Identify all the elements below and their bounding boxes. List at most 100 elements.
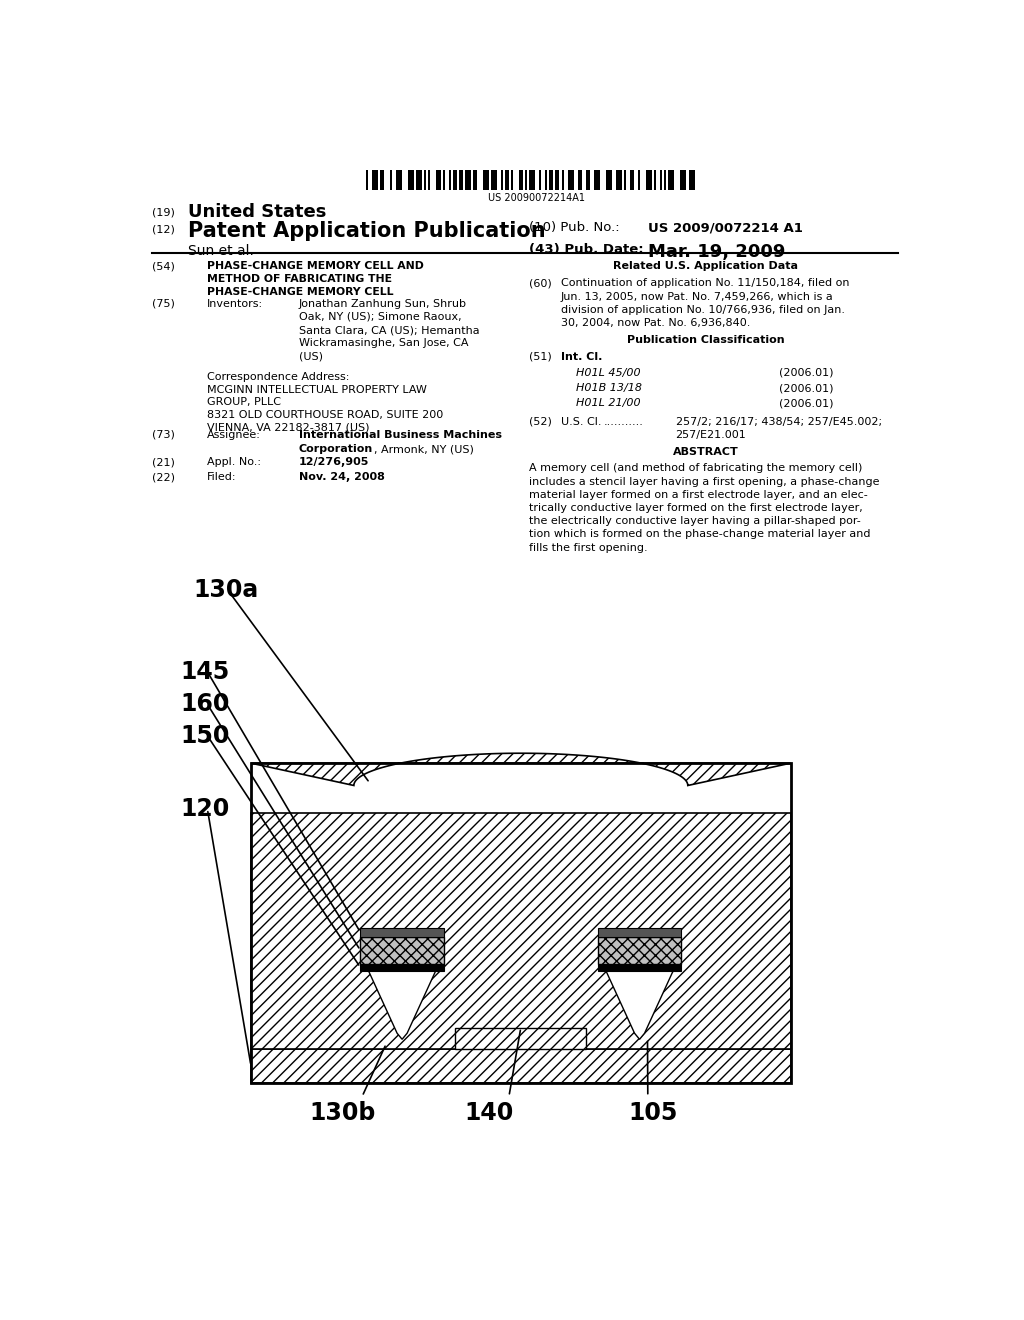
Text: U.S. Cl.: U.S. Cl. <box>560 417 601 426</box>
Bar <box>396 169 401 190</box>
Text: Inventors:: Inventors: <box>207 298 263 309</box>
Text: H01L 21/00: H01L 21/00 <box>577 399 641 408</box>
Bar <box>528 169 535 190</box>
Text: International Business Machines: International Business Machines <box>299 430 502 440</box>
Bar <box>545 169 547 190</box>
Bar <box>416 169 422 190</box>
Bar <box>511 169 513 190</box>
Text: Corporation: Corporation <box>299 444 373 454</box>
Text: (52): (52) <box>528 417 552 426</box>
Text: (21): (21) <box>152 457 175 467</box>
Text: (10) Pub. No.:: (10) Pub. No.: <box>528 222 620 235</box>
Text: 130b: 130b <box>309 1101 376 1125</box>
Text: US 2009/0072214 A1: US 2009/0072214 A1 <box>648 222 803 235</box>
Bar <box>630 169 634 190</box>
Bar <box>360 937 444 964</box>
Bar <box>664 169 666 190</box>
Bar <box>606 169 612 190</box>
Bar <box>424 169 426 190</box>
Bar <box>428 169 430 190</box>
Text: Publication Classification: Publication Classification <box>627 335 784 346</box>
Text: (51): (51) <box>528 351 552 362</box>
Text: 120: 120 <box>180 797 229 821</box>
Bar <box>519 169 523 190</box>
Text: 150: 150 <box>180 723 229 747</box>
Text: MCGINN INTELLECTUAL PROPERTY LAW
GROUP, PLLC
8321 OLD COURTHOUSE ROAD, SUITE 200: MCGINN INTELLECTUAL PROPERTY LAW GROUP, … <box>207 385 443 432</box>
Text: 140: 140 <box>465 1101 514 1125</box>
Bar <box>680 169 685 190</box>
Text: 105: 105 <box>628 1101 677 1125</box>
Text: 12/276,905: 12/276,905 <box>299 457 369 467</box>
Text: (22): (22) <box>152 473 175 483</box>
Bar <box>360 964 444 972</box>
Bar <box>525 169 526 190</box>
Bar <box>624 169 626 190</box>
Bar <box>372 169 378 190</box>
Bar <box>390 169 392 190</box>
Text: Continuation of application No. 11/150,184, filed on
Jun. 13, 2005, now Pat. No.: Continuation of application No. 11/150,1… <box>560 279 849 327</box>
Text: Mar. 19, 2009: Mar. 19, 2009 <box>648 243 785 261</box>
Text: Related U.S. Application Data: Related U.S. Application Data <box>613 261 799 271</box>
Text: (2006.01): (2006.01) <box>778 383 834 393</box>
Bar <box>435 169 441 190</box>
Bar <box>587 169 590 190</box>
Bar <box>659 169 662 190</box>
Bar <box>251 813 791 1049</box>
Text: 160: 160 <box>180 692 229 717</box>
Text: (2006.01): (2006.01) <box>778 399 834 408</box>
Text: Jonathan Zanhung Sun, Shrub
Oak, NY (US); Simone Raoux,
Santa Clara, CA (US); He: Jonathan Zanhung Sun, Shrub Oak, NY (US)… <box>299 298 479 362</box>
Bar <box>598 964 681 972</box>
Bar <box>598 928 681 937</box>
Bar <box>598 937 681 964</box>
Text: (12): (12) <box>152 224 175 235</box>
Text: Correspondence Address:: Correspondence Address: <box>207 372 350 381</box>
Bar <box>460 169 463 190</box>
Bar <box>501 169 503 190</box>
Text: (2006.01): (2006.01) <box>778 368 834 378</box>
Text: Appl. No.:: Appl. No.: <box>207 457 261 467</box>
Text: 257/2; 216/17; 438/54; 257/E45.002;
257/E21.001: 257/2; 216/17; 438/54; 257/E45.002; 257/… <box>676 417 882 440</box>
Text: Nov. 24, 2008: Nov. 24, 2008 <box>299 473 384 483</box>
Bar <box>443 169 445 190</box>
Text: United States: United States <box>187 203 326 222</box>
Bar <box>668 169 674 190</box>
Bar <box>408 169 414 190</box>
Bar <box>454 169 458 190</box>
Bar <box>483 169 489 190</box>
Bar <box>492 169 497 190</box>
Text: H01L 45/00: H01L 45/00 <box>577 368 641 378</box>
Bar <box>251 763 791 1084</box>
Text: ABSTRACT: ABSTRACT <box>673 447 738 457</box>
Text: (43) Pub. Date:: (43) Pub. Date: <box>528 243 643 256</box>
Text: (75): (75) <box>152 298 175 309</box>
Text: (60): (60) <box>528 279 552 288</box>
Bar <box>568 169 574 190</box>
Bar <box>367 169 368 190</box>
Text: Filed:: Filed: <box>207 473 237 483</box>
Polygon shape <box>366 964 439 1039</box>
Text: Patent Application Publication: Patent Application Publication <box>187 222 545 242</box>
Text: (54): (54) <box>152 261 175 271</box>
Text: ...........: ........... <box>604 417 644 426</box>
Bar <box>450 169 452 190</box>
Bar <box>689 169 695 190</box>
Bar <box>646 169 651 190</box>
Text: A memory cell (and method of fabricating the memory cell)
includes a stencil lay: A memory cell (and method of fabricating… <box>528 463 880 553</box>
Bar <box>555 169 558 190</box>
Text: US 20090072214A1: US 20090072214A1 <box>488 193 585 203</box>
Bar <box>456 1027 586 1049</box>
Bar <box>616 169 622 190</box>
Bar <box>251 1049 791 1084</box>
Text: (73): (73) <box>152 430 175 440</box>
Bar <box>380 169 384 190</box>
Text: 145: 145 <box>180 660 229 684</box>
Bar <box>594 169 600 190</box>
Polygon shape <box>603 964 677 1039</box>
Text: Int. Cl.: Int. Cl. <box>560 351 602 362</box>
Bar <box>638 169 640 190</box>
Polygon shape <box>251 754 791 785</box>
Text: 130a: 130a <box>194 578 259 602</box>
Bar <box>562 169 564 190</box>
Bar <box>549 169 553 190</box>
Text: (19): (19) <box>152 207 175 218</box>
